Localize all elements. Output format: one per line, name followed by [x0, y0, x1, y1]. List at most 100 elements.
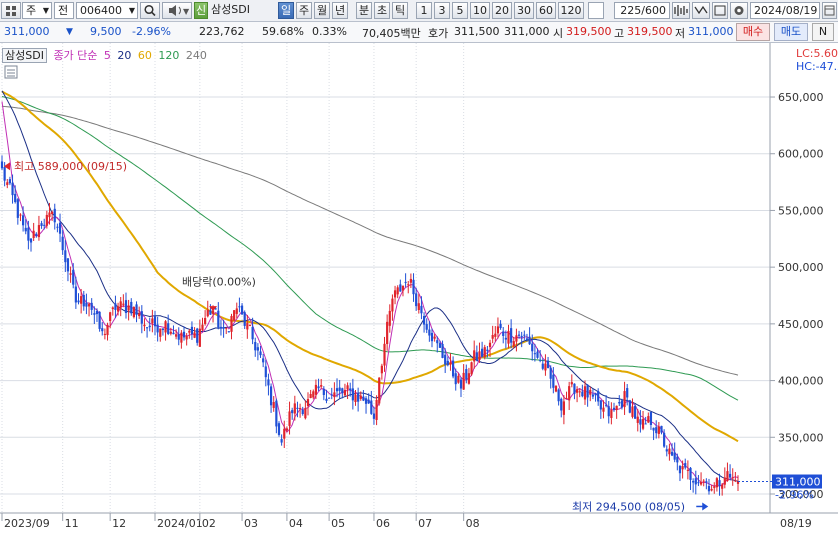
candle-body — [233, 310, 236, 321]
candle-body — [32, 230, 35, 238]
chevron-down-icon: ▼ — [42, 6, 49, 15]
period-month-tab[interactable]: 월 — [314, 2, 330, 19]
candle-body — [27, 227, 30, 241]
arrow-left-icon — [4, 162, 10, 171]
period-year-tab[interactable]: 년 — [332, 2, 348, 19]
period-tick-tab[interactable]: 틱 — [392, 2, 408, 19]
menu-grid-icon[interactable] — [1, 2, 21, 19]
candle-body — [618, 401, 621, 404]
candle-body — [6, 182, 9, 185]
candle-body — [227, 331, 230, 333]
interval-5[interactable]: 5 — [452, 2, 468, 19]
news-button[interactable]: N — [812, 23, 834, 41]
candle-body — [697, 482, 700, 484]
chart-settings-icon[interactable] — [4, 65, 18, 79]
ma20-line — [1, 90, 739, 482]
interval-60[interactable]: 60 — [536, 2, 556, 19]
trend-tool-icon[interactable] — [692, 2, 710, 19]
candle-body — [565, 398, 568, 400]
chart-canvas[interactable]: 650,000 600,000 550,000 500,000 450,000 400,0… — [0, 43, 838, 533]
candle-body — [399, 284, 402, 292]
candle-body — [655, 427, 658, 434]
candle-body — [605, 404, 608, 406]
price-chart[interactable]: 650,000 600,000 550,000 500,000 450,000 400,0… — [0, 43, 838, 533]
candle-body — [699, 481, 703, 485]
candle-body — [293, 403, 296, 414]
candle-body — [240, 305, 244, 315]
period-type-select[interactable]: 전 — [54, 2, 74, 19]
candle-body — [172, 332, 175, 335]
stock-code-input[interactable]: 006400 ▼ — [76, 2, 138, 19]
candle-body — [82, 294, 85, 307]
fullscreen-icon[interactable] — [712, 2, 728, 19]
candle-body — [378, 377, 381, 404]
candle-body — [114, 303, 117, 310]
count-display[interactable]: 225/600 — [614, 2, 670, 19]
gear-icon[interactable] — [730, 2, 748, 19]
legend-stock-name[interactable]: 삼성SDI — [2, 48, 47, 63]
candle-body — [132, 307, 135, 318]
down-arrow-icon: ▼ — [66, 27, 73, 37]
period-day-tab[interactable]: 일 — [278, 2, 294, 19]
candle-body — [721, 484, 724, 489]
candle-body — [119, 301, 122, 308]
legend-ma240: 240 — [185, 49, 207, 62]
candle-body — [95, 310, 99, 315]
candle-body — [533, 353, 536, 355]
interval-custom-input[interactable] — [588, 2, 604, 19]
candle-body — [175, 334, 178, 337]
candle-body — [626, 388, 629, 398]
x-tick-label: 07 — [418, 517, 432, 530]
candle-body — [90, 302, 93, 310]
candle-body — [597, 390, 600, 402]
candle-body — [312, 391, 315, 398]
candle-body — [77, 300, 80, 303]
price-change-pct: -2.96% — [132, 25, 171, 38]
candle-body — [623, 391, 626, 408]
candle-body — [69, 273, 72, 275]
candle-body — [446, 360, 449, 366]
x-tick-label: 12 — [112, 517, 126, 530]
candle-body — [219, 326, 223, 329]
zoom-icon[interactable] — [672, 2, 690, 19]
y-tick-label: 500,000 — [778, 261, 824, 274]
x-tick-label: 04 — [289, 517, 303, 530]
sound-icon[interactable]: ▼ — [162, 2, 192, 19]
candle-body — [494, 333, 497, 337]
candle-body — [541, 363, 544, 369]
x-tick-label: 05 — [331, 517, 345, 530]
candle-body — [43, 224, 46, 226]
candle-body — [272, 402, 275, 408]
grid-lines — [0, 43, 770, 513]
buy-button[interactable]: 매수 — [736, 23, 770, 41]
candle-body — [573, 383, 576, 394]
candle-body — [130, 301, 133, 314]
calendar-icon[interactable] — [822, 2, 837, 19]
interval-120[interactable]: 120 — [558, 2, 584, 19]
candle-body — [549, 367, 552, 379]
candle-body — [346, 385, 349, 390]
interval-20[interactable]: 20 — [492, 2, 512, 19]
period-minute-tab[interactable]: 분 — [356, 2, 372, 19]
search-icon[interactable] — [140, 2, 160, 19]
date-field[interactable]: 2024/08/19 — [750, 2, 820, 19]
period-second-tab[interactable]: 초 — [374, 2, 390, 19]
arrow-down-icon — [209, 306, 218, 312]
candle-body — [35, 233, 38, 236]
candle-body — [372, 413, 376, 419]
candle-body — [109, 312, 112, 322]
interval-1[interactable]: 1 — [416, 2, 432, 19]
interval-30[interactable]: 30 — [514, 2, 534, 19]
candle-body — [628, 400, 631, 413]
trade-amount: 70,405백만 — [362, 27, 421, 40]
interval-3[interactable]: 3 — [434, 2, 450, 19]
candle-body — [702, 480, 705, 482]
period-week-tab[interactable]: 주 — [296, 2, 312, 19]
sell-button[interactable]: 매도 — [774, 23, 808, 41]
candle-body — [718, 480, 721, 486]
low-price: 311,000 — [688, 25, 734, 38]
market-select[interactable]: 주 ▼ — [22, 2, 52, 19]
candle-body — [188, 330, 191, 333]
candle-body — [676, 456, 679, 463]
interval-10[interactable]: 10 — [470, 2, 490, 19]
